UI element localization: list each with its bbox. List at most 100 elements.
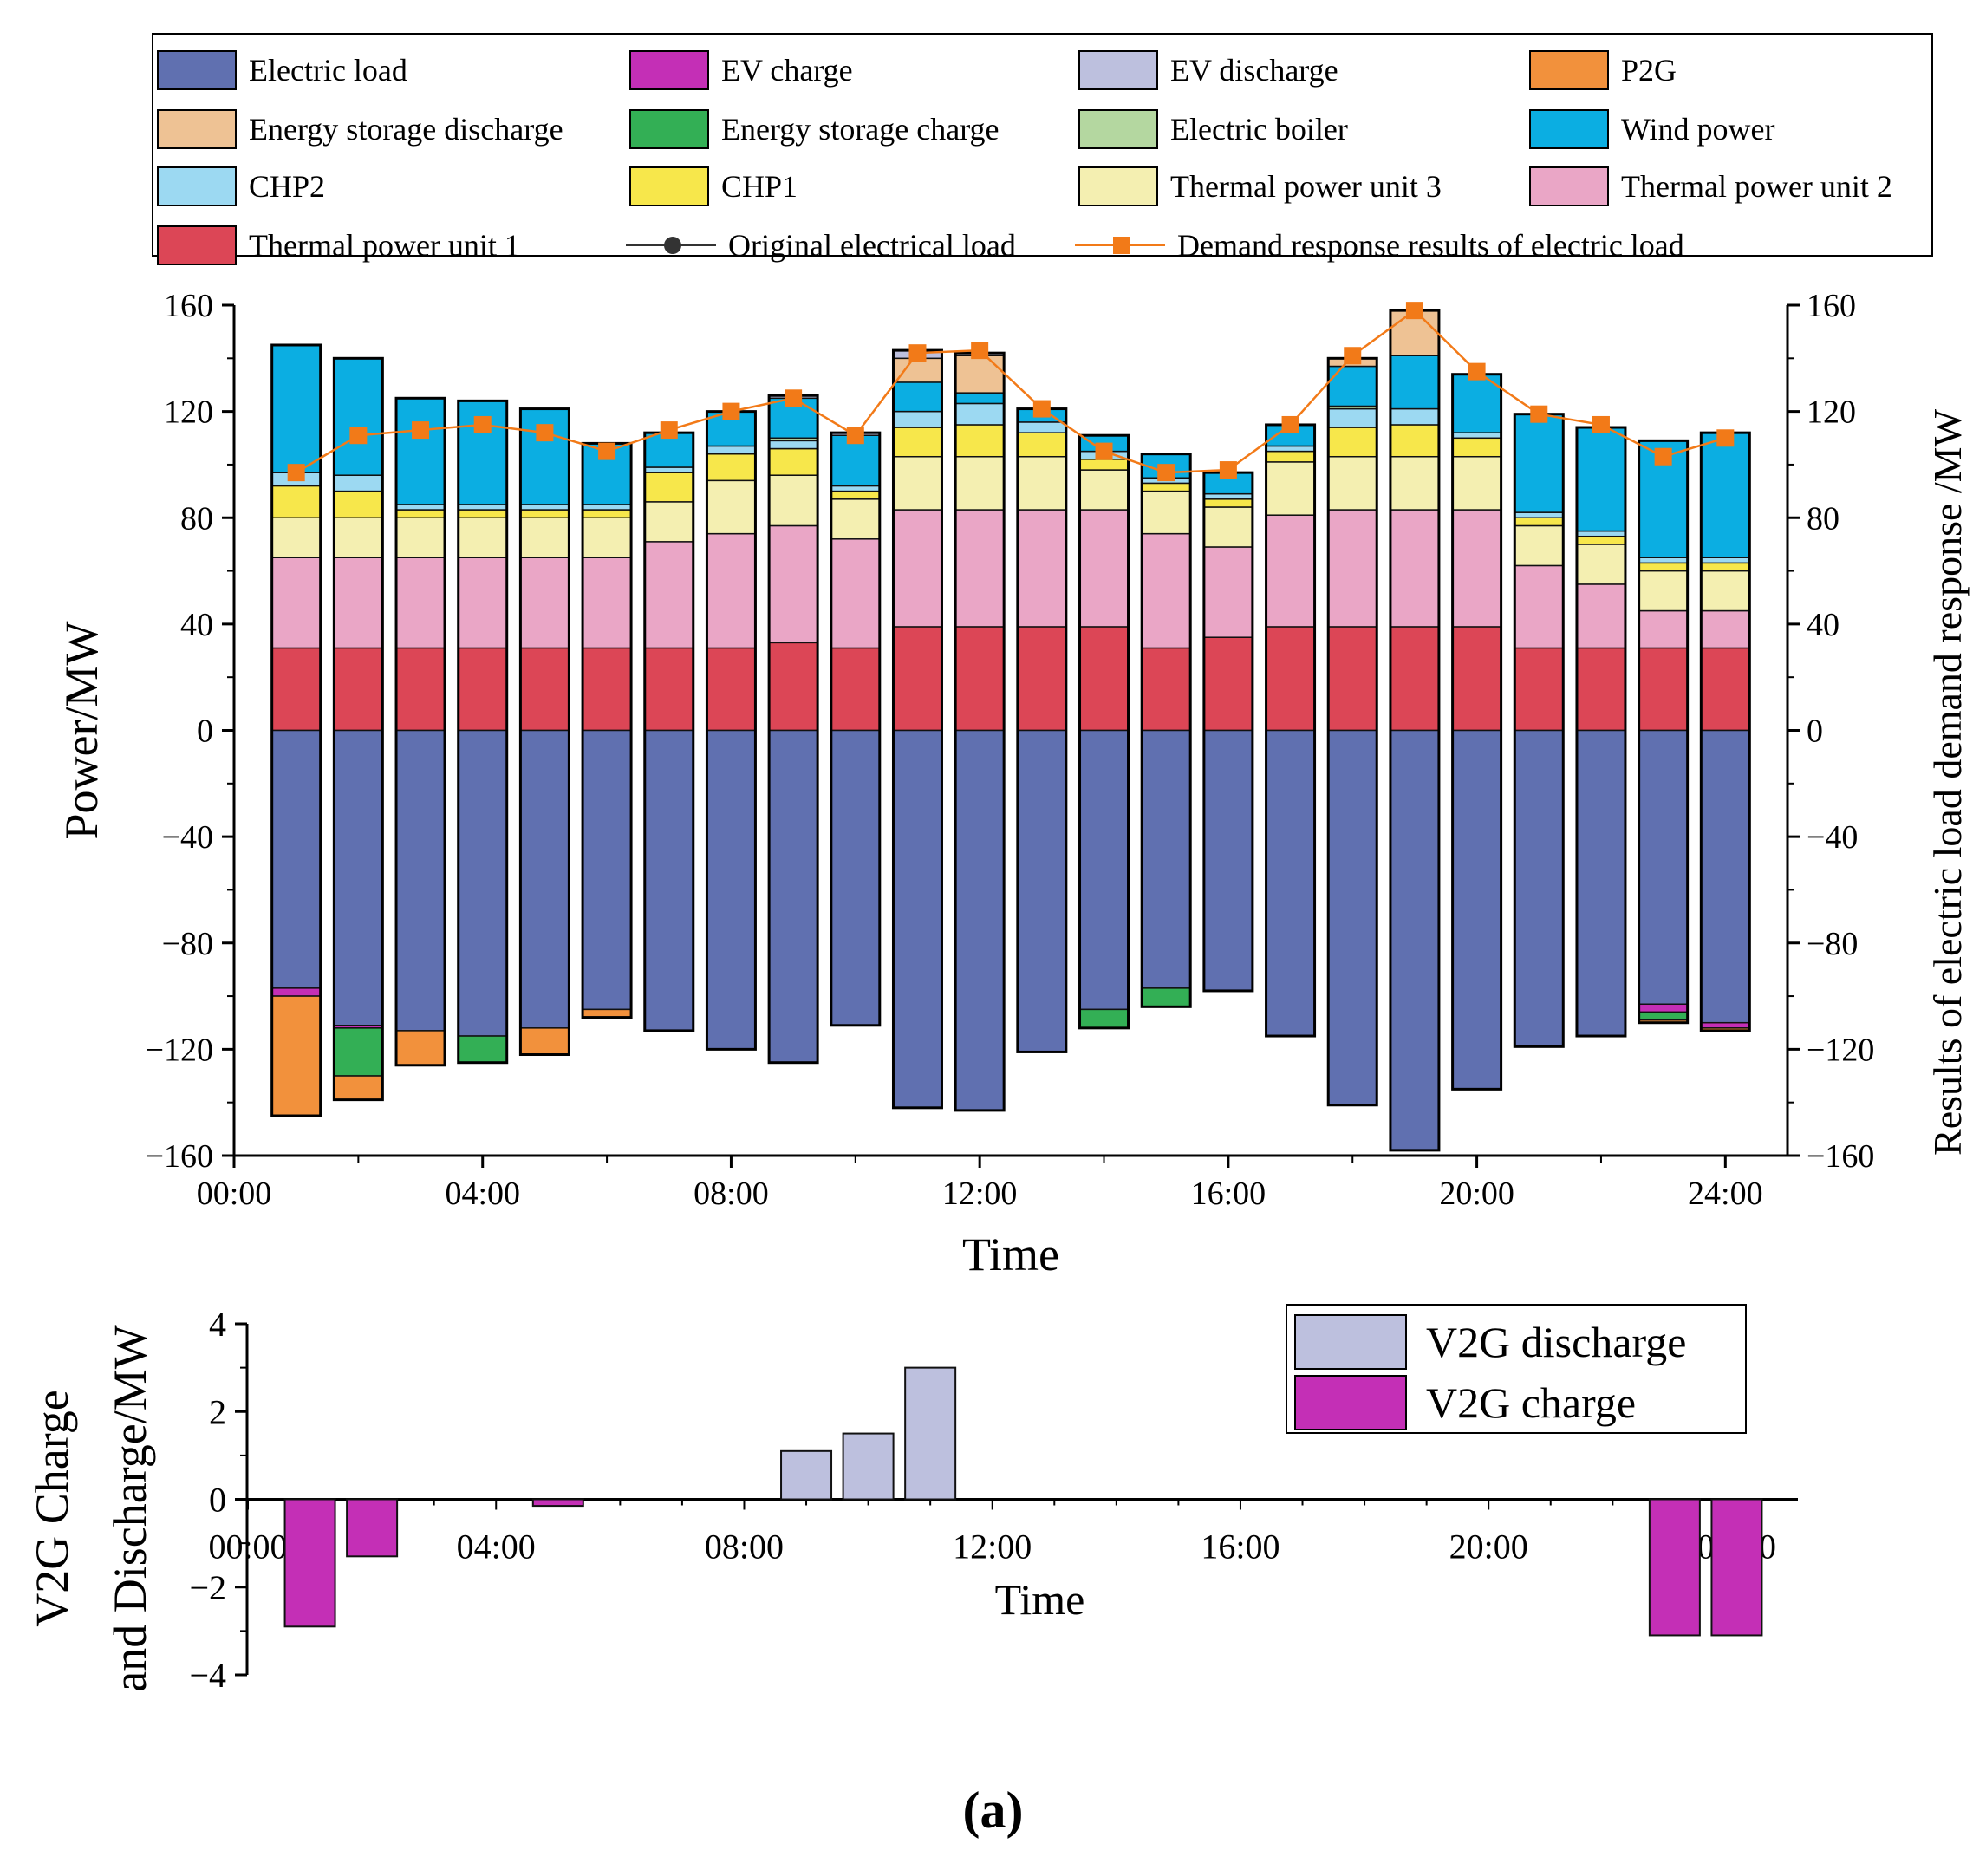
bar-electric-load xyxy=(1514,729,1565,1048)
bar-thermal-power-unit-2 xyxy=(954,509,1005,628)
bar-outline xyxy=(270,343,322,1117)
bar-electric-load xyxy=(1576,729,1626,1037)
y-tick-label: 120 xyxy=(164,394,213,431)
bar-chp2 xyxy=(1265,445,1316,453)
bar-thermal-power-unit-3 xyxy=(1017,455,1067,511)
bar-ev-charge xyxy=(1700,1021,1751,1029)
bar-thermal-power-unit-2 xyxy=(1017,509,1067,628)
bar-wind-power xyxy=(519,407,570,505)
legend-swatch-chp2 xyxy=(157,166,237,206)
demand-response-point xyxy=(1468,362,1486,381)
bar-electric-load xyxy=(1265,729,1316,1037)
bar-thermal-power-unit-3 xyxy=(457,517,508,558)
demand-response-point xyxy=(1032,400,1051,418)
v2g-legend: V2G discharge V2G charge xyxy=(1286,1304,1747,1434)
bar-thermal-power-unit-3 xyxy=(830,498,881,540)
legend-label: Thermal power unit 2 xyxy=(1621,169,1892,204)
bar-thermal-power-unit-2 xyxy=(1203,546,1253,638)
main-legend: Electric load EV charge EV discharge P2G Ene… xyxy=(152,33,1933,265)
demand-response-line xyxy=(296,309,1726,474)
demand-response-point xyxy=(1654,447,1672,466)
bar-thermal-power-unit-1 xyxy=(1265,626,1316,732)
legend-swatch-electric-load xyxy=(157,50,237,90)
bar-chp1 xyxy=(1576,535,1626,545)
y2-tick-label: 0 xyxy=(1807,713,1823,750)
bar-p2g xyxy=(333,1075,384,1101)
bar-electric-load xyxy=(1638,729,1689,1006)
bar-chp1 xyxy=(768,447,818,476)
legend-label: Original electrical load xyxy=(728,228,1016,263)
bar-outline xyxy=(394,396,446,1067)
bar-thermal-power-unit-2 xyxy=(1078,509,1130,628)
bar-wind-power xyxy=(395,397,446,505)
v2g-x-tick-label: 08:00 xyxy=(705,1528,784,1567)
bar-thermal-power-unit-2 xyxy=(1327,509,1377,628)
bar-thermal-power-unit-1 xyxy=(1203,636,1253,732)
bar-thermal-power-unit-1 xyxy=(395,647,446,732)
y-tick-label: 160 xyxy=(164,288,213,324)
bar-thermal-power-unit-3 xyxy=(333,517,384,558)
demand-response-point xyxy=(660,421,678,440)
bar-thermal-power-unit-2 xyxy=(1514,564,1565,649)
bar-chp2 xyxy=(1451,432,1502,440)
bar-thermal-power-unit-1 xyxy=(582,647,632,732)
bar-chp1 xyxy=(1017,432,1067,458)
bar-outline xyxy=(1140,453,1192,1008)
bar-thermal-power-unit-2 xyxy=(830,538,881,649)
bar-thermal-power-unit-1 xyxy=(892,626,943,732)
bar-electric-load xyxy=(954,729,1005,1111)
v2g-bar-v2g-charge xyxy=(1710,1498,1763,1637)
bar-chp2 xyxy=(395,504,446,511)
bar-thermal-power-unit-1 xyxy=(1700,647,1751,732)
y-tick-label: 80 xyxy=(180,500,213,537)
bar-thermal-power-unit-3 xyxy=(1078,469,1130,511)
bar-outline xyxy=(518,407,570,1057)
y-tick-label: −160 xyxy=(146,1138,213,1175)
bar-energy-storage-charge xyxy=(1638,1011,1689,1021)
bar-thermal-power-unit-2 xyxy=(1700,609,1751,649)
bar-electric-load xyxy=(1451,729,1502,1091)
bar-outline xyxy=(1638,439,1690,1025)
bar-chp2 xyxy=(1638,557,1689,564)
v2g-x-tick-label: 12:00 xyxy=(953,1528,1032,1567)
bar-thermal-power-unit-2 xyxy=(644,541,694,649)
v2g-y-tick-label: −4 xyxy=(189,1656,226,1695)
legend-item-thermal-power-unit-3: Thermal power unit 3 xyxy=(1078,163,1442,210)
legend-label: EV charge xyxy=(721,53,853,88)
v2g-bar-v2g-charge xyxy=(1648,1498,1701,1637)
bar-energy-storage-charge xyxy=(457,1035,508,1064)
v2g-x-tick-label: 04:00 xyxy=(457,1528,536,1567)
bar-electric-load xyxy=(1141,729,1191,989)
y2-axis-title: Results of electric load demand response… xyxy=(1925,408,1970,1156)
demand-response-point xyxy=(349,427,368,445)
x-tick-label: 08:00 xyxy=(693,1176,769,1212)
v2g-discharge-label: V2G discharge xyxy=(1426,1318,1687,1366)
legend-label: CHP2 xyxy=(249,169,326,204)
bar-thermal-power-unit-3 xyxy=(582,517,632,558)
bar-thermal-power-unit-2 xyxy=(706,532,757,649)
legend-item-thermal-power-unit-1: Thermal power unit 1 xyxy=(157,222,520,269)
bar-thermal-power-unit-1 xyxy=(1078,626,1130,732)
v2g-y-axis-title-line1: V2G Charge xyxy=(26,1390,78,1626)
bar-chp1 xyxy=(1700,562,1751,572)
v2g-y-tick-label: 0 xyxy=(209,1481,226,1520)
y2-tick-label: 80 xyxy=(1807,500,1839,537)
bar-thermal-power-unit-3 xyxy=(1514,524,1565,567)
v2g-bar-v2g-charge xyxy=(346,1498,399,1558)
legend-swatch-ev-discharge xyxy=(1078,50,1158,90)
demand-response-point xyxy=(287,464,305,482)
y2-tick-label: −40 xyxy=(1807,819,1858,856)
v2g-bar-v2g-discharge xyxy=(842,1432,895,1501)
bar-chp2 xyxy=(582,504,632,511)
y-axis-title: Power/MW xyxy=(55,621,107,839)
bar-ev-charge xyxy=(270,987,322,997)
v2g-discharge-swatch xyxy=(1294,1314,1407,1370)
bar-thermal-power-unit-2 xyxy=(768,524,818,644)
bar-outline xyxy=(332,356,384,1102)
bar-thermal-power-unit-3 xyxy=(892,455,943,511)
y-tick-label: −120 xyxy=(146,1032,213,1068)
bar-wind-power xyxy=(1514,413,1565,513)
legend-line-original-electrical-load xyxy=(626,225,716,265)
legend-item-p2g: P2G xyxy=(1529,47,1677,94)
y2-tick-label: 120 xyxy=(1807,394,1856,431)
